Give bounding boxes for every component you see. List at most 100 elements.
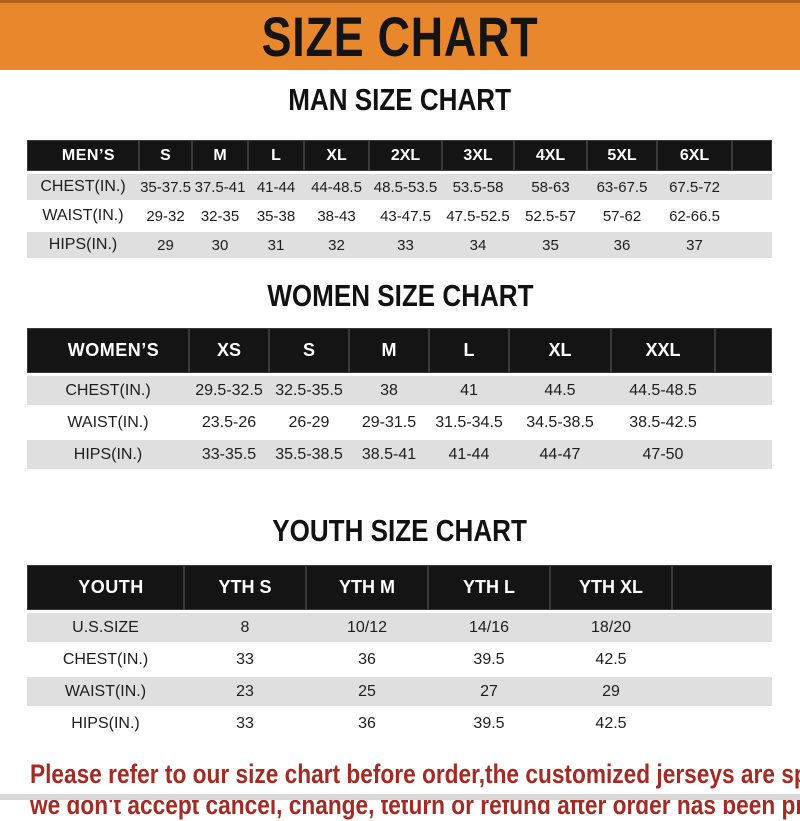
row-filler-cell: [732, 232, 772, 258]
header-filler-cell: [715, 328, 772, 373]
size-value-cell: 39.5: [428, 709, 550, 738]
row-filler-cell: [672, 709, 772, 738]
size-value-cell: 37.5-41: [192, 174, 248, 200]
size-value-cell: 53.5-58: [442, 174, 514, 200]
size-value-cell: 44.5-48.5: [611, 376, 715, 405]
measurement-row: CHEST(IN.) 29.5-32.5 32.5-35.5 38 41 44.5 44.5…: [27, 376, 772, 405]
size-value-cell: 31: [248, 232, 304, 258]
size-value-cell: 47-50: [611, 440, 715, 469]
size-value-cell: 29-32: [139, 203, 192, 229]
size-column-header: YTH S: [184, 565, 306, 610]
size-value-cell: 38: [349, 376, 429, 405]
size-value-cell: 33: [369, 232, 442, 258]
row-label: HIPS(IN.): [27, 232, 139, 258]
size-column-header: XXL: [611, 328, 715, 373]
size-column-header: XL: [304, 140, 369, 171]
women-size-table: WOMEN’S XS S M L XL XXL CHEST(IN.) 29.5-32.5 32.5…: [27, 325, 772, 472]
size-value-cell: 35: [514, 232, 587, 258]
size-value-cell: 35.5-38.5: [269, 440, 349, 469]
size-value-cell: 29.5-32.5: [189, 376, 269, 405]
size-value-cell: 57-62: [587, 203, 657, 229]
bottom-edge-strip: [0, 794, 800, 800]
size-value-cell: 62-66.5: [657, 203, 732, 229]
row-label: CHEST(IN.): [27, 174, 139, 200]
size-column-header: 5XL: [587, 140, 657, 171]
size-table-header-row: MEN’S S M L XL 2XL 3XL 4XL 5XL 6XL: [27, 140, 772, 171]
youth-size-table: YOUTH YTH S YTH M YTH L YTH XL U.S.SIZE 8 10/12…: [27, 562, 772, 741]
size-value-cell: 14/16: [428, 613, 550, 642]
size-value-cell: 43-47.5: [369, 203, 442, 229]
size-value-cell: 36: [306, 645, 428, 674]
size-value-cell: 41: [429, 376, 509, 405]
size-value-cell: 23: [184, 677, 306, 706]
size-column-header: 4XL: [514, 140, 587, 171]
size-value-cell: 8: [184, 613, 306, 642]
row-filler-cell: [732, 203, 772, 229]
size-value-cell: 23.5-26: [189, 408, 269, 437]
size-column-header: M: [349, 328, 429, 373]
size-value-cell: 18/20: [550, 613, 672, 642]
size-chart-banner: SIZE CHART: [0, 0, 800, 70]
size-value-cell: 42.5: [550, 645, 672, 674]
size-value-cell: 35-37.5: [139, 174, 192, 200]
size-column-header: S: [269, 328, 349, 373]
size-table-header-row: WOMEN’S XS S M L XL XXL: [27, 328, 772, 373]
banner-title: SIZE CHART: [227, 8, 573, 65]
size-value-cell: 27: [428, 677, 550, 706]
measurement-row: WAIST(IN.) 29-32 32-35 35-38 38-43 43-47.5 47.…: [27, 203, 772, 229]
size-value-cell: 30: [192, 232, 248, 258]
size-value-cell: 29-31.5: [349, 408, 429, 437]
size-value-cell: 58-63: [514, 174, 587, 200]
measurement-row: CHEST(IN.) 35-37.5 37.5-41 41-44 44-48.5 48.5…: [27, 174, 772, 200]
size-column-header: M: [192, 140, 248, 171]
size-value-cell: 33: [184, 645, 306, 674]
row-label: HIPS(IN.): [27, 709, 184, 738]
size-column-header: L: [429, 328, 509, 373]
row-filler-cell: [715, 440, 772, 469]
size-column-header: YTH XL: [550, 565, 672, 610]
row-filler-cell: [715, 376, 772, 405]
size-column-header: YTH L: [428, 565, 550, 610]
table-title-cell: YOUTH: [27, 565, 184, 610]
disclaimer-line-1: Please refer to our size chart before or…: [30, 759, 800, 789]
size-value-cell: 36: [587, 232, 657, 258]
header-filler-cell: [732, 140, 772, 171]
man-section-heading: MAN SIZE CHART: [0, 83, 800, 117]
size-value-cell: 41-44: [248, 174, 304, 200]
size-value-cell: 44.5: [509, 376, 611, 405]
size-column-header: L: [248, 140, 304, 171]
size-value-cell: 29: [139, 232, 192, 258]
size-value-cell: 39.5: [428, 645, 550, 674]
size-value-cell: 29: [550, 677, 672, 706]
size-value-cell: 10/12: [306, 613, 428, 642]
row-filler-cell: [715, 408, 772, 437]
size-value-cell: 48.5-53.5: [369, 174, 442, 200]
size-value-cell: 37: [657, 232, 732, 258]
size-value-cell: 38.5-41: [349, 440, 429, 469]
measurement-row: WAIST(IN.) 23 25 27 29: [27, 677, 772, 706]
size-column-header: YTH M: [306, 565, 428, 610]
row-label: HIPS(IN.): [27, 440, 189, 469]
size-value-cell: 52.5-57: [514, 203, 587, 229]
size-value-cell: 42.5: [550, 709, 672, 738]
table-title-cell: MEN’S: [27, 140, 139, 171]
row-filler-cell: [672, 645, 772, 674]
size-value-cell: 35-38: [248, 203, 304, 229]
row-label: WAIST(IN.): [27, 677, 184, 706]
size-value-cell: 25: [306, 677, 428, 706]
size-value-cell: 34: [442, 232, 514, 258]
size-value-cell: 67.5-72: [657, 174, 732, 200]
women-section-heading-text: WOMEN SIZE CHART: [266, 278, 534, 313]
men-size-table: MEN’S S M L XL 2XL 3XL 4XL 5XL 6XL CHEST(IN.) 35-37…: [27, 137, 772, 261]
disclaimer: Please refer to our size chart before or…: [30, 759, 800, 821]
size-value-cell: 47.5-52.5: [442, 203, 514, 229]
youth-section-heading: YOUTH SIZE CHART: [0, 514, 800, 548]
table-title-cell: WOMEN’S: [27, 328, 189, 373]
row-label: U.S.SIZE: [27, 613, 184, 642]
row-label: CHEST(IN.): [27, 376, 189, 405]
size-column-header: S: [139, 140, 192, 171]
size-value-cell: 44-48.5: [304, 174, 369, 200]
size-value-cell: 32.5-35.5: [269, 376, 349, 405]
size-value-cell: 32: [304, 232, 369, 258]
size-value-cell: 41-44: [429, 440, 509, 469]
